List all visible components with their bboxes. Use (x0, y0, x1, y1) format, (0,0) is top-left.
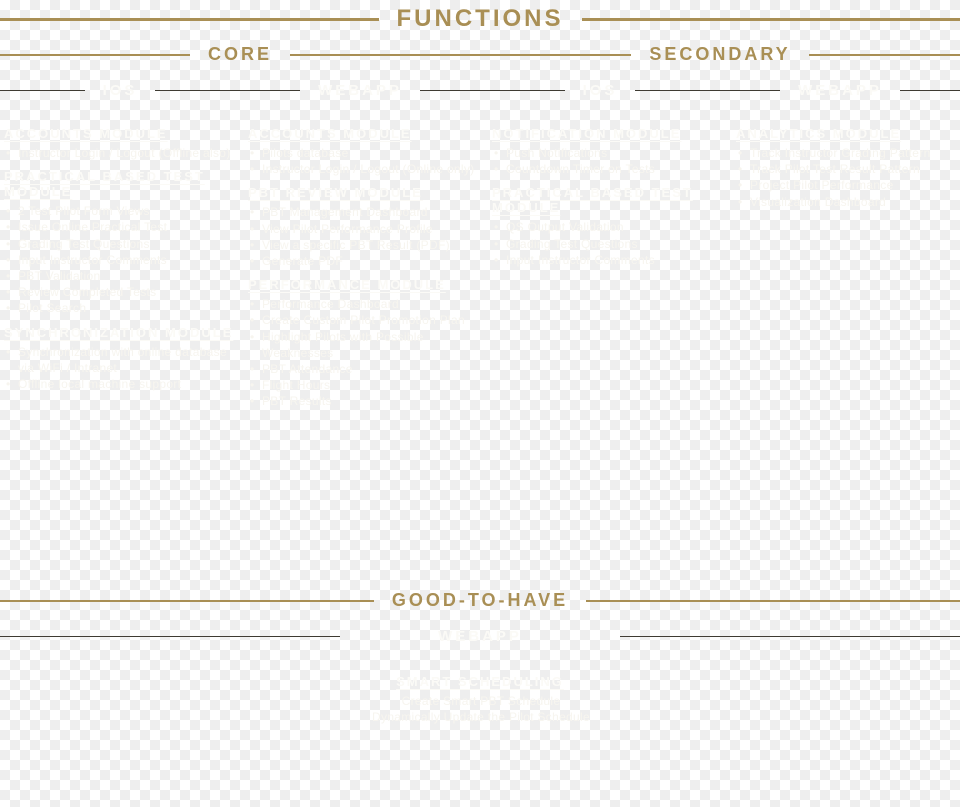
module-title: SYNCHRONIZATION MODULE (4, 325, 234, 340)
feature-item: Create Custom Pilot Promotion Plan (250, 312, 478, 328)
feature-item: Push Notifications (494, 145, 722, 161)
feature-item: View a specific PBT Result (PDF) (250, 237, 478, 253)
feature-item: Create Smart PBT Schedule (367, 693, 595, 709)
feature-list: QS Output ValidationGrading Test Questio… (492, 219, 722, 268)
rule (620, 636, 960, 637)
feature-list: Push NotificationsCountdown Timer on Tes… (492, 145, 722, 177)
feature-item: Generate PDF (250, 253, 478, 269)
rule (809, 54, 960, 56)
feature-item: Input Instructor Comments (6, 252, 234, 268)
module-title: ACCOUNTS MODULE (248, 126, 478, 141)
feature-item: Visualization Dashboard (738, 194, 960, 210)
feature-list: Track Instructor Grading PatternTrack Pi… (736, 145, 960, 210)
feature-item: PBT Attendance (250, 361, 478, 377)
feature-item: 2 Test Pilot Form Views (6, 203, 234, 219)
feature-item: Synchronization with online database via… (6, 344, 234, 376)
label-gth-platform: WEBAPP (420, 628, 540, 645)
rule (0, 54, 190, 56)
rule (480, 54, 631, 56)
feature-list: 2 Test Pilot Form ViewsIssue Online Prac… (4, 203, 234, 316)
header-good-to-have: GOOD-TO-HAVE (0, 590, 960, 611)
rule (586, 600, 960, 602)
feature-item: Track Instructor Grading Pattern (738, 145, 960, 161)
row-core-secondary: CORE SECONDARY (0, 44, 960, 65)
feature-list: Synchronization with online database via… (4, 344, 234, 393)
rule (0, 18, 379, 21)
rule (420, 90, 480, 91)
feature-item: Issue Online Practical Test (6, 219, 234, 235)
rule (155, 90, 240, 91)
feature-item: QS Output Validation (494, 219, 722, 235)
feature-item: Review Completed Tests (6, 284, 234, 300)
feature-item: Pilot Search (6, 300, 234, 316)
feature-item: PBT Management Dashboard (250, 204, 478, 220)
header-core-ios: IOS (0, 82, 240, 99)
header-sec-ios: IOS (480, 82, 720, 99)
header-core-web: WEBAPP (240, 82, 480, 99)
module-title: ACCOUNTS MODULE (4, 126, 234, 141)
rule (480, 90, 565, 91)
feature-item: Offline local machine support (6, 376, 234, 392)
module-title: ANALYTICS MODULE (736, 126, 960, 141)
feature-list: Pilots databaseInstructor Login / Logout… (248, 145, 478, 177)
header-functions: FUNCTIONS (0, 5, 960, 33)
module-title: PERFORMANCE MODULE (248, 277, 478, 292)
header-sec-web: WEBAPP (720, 82, 960, 99)
feature-item: Instructor Login / Logout (Offline also) (6, 145, 234, 161)
column-core-web: ACCOUNTS MODULE Pilots databaseInstructor… (248, 118, 478, 409)
feature-item: PBT Validation (6, 268, 234, 284)
rule (290, 54, 480, 56)
feature-list: Instructor Login / Logout (Offline also) (4, 145, 234, 161)
feature-item: Flight Hours (250, 377, 478, 393)
feature-item: Performance Dashboard (250, 296, 478, 312)
column-secondary-ios: NOTIFICATION MODULE Push NotificationsCou… (492, 118, 722, 268)
module-title: NOTIFICATION MODULE (492, 126, 722, 141)
rule (0, 90, 85, 91)
feature-item: Track Pilot Test Result Pattern (738, 161, 960, 177)
title-good-to-have: GOOD-TO-HAVE (374, 590, 586, 611)
rule (0, 636, 340, 637)
header-secondary: SECONDARY (480, 44, 960, 65)
feature-item: Countdown Timer on Tests (494, 161, 722, 177)
module-title: SMART SCHEDULING (365, 674, 595, 689)
feature-item: Input Instructor Comments (494, 252, 722, 268)
feature-list: PBT Management DashboardView Pilot Perfo… (248, 204, 478, 269)
row-platforms: IOS WEBAPP IOS WEBAPP (0, 82, 960, 99)
feature-item: Grading Test Questions (494, 236, 722, 252)
rule (635, 90, 720, 91)
feature-list: Performance DashboardCreate Custom Pilot… (248, 296, 478, 409)
feature-item: Highlight Pilots with Possible Weaknesse… (250, 329, 478, 361)
label-core-web: WEBAPP (300, 82, 420, 99)
module-title: PBT REVIEW MODULE (248, 185, 478, 200)
feature-list: Create Smart PBT ScheduleDynamically Upd… (365, 693, 595, 725)
feature-item: Project Pilot Performance (738, 177, 960, 193)
feature-item: PBT Results (250, 393, 478, 409)
rule (900, 90, 960, 91)
feature-item: Instructor Login / Logout (Online only) (250, 161, 478, 177)
feature-item: Pilots database (250, 145, 478, 161)
header-core: CORE (0, 44, 480, 65)
feature-item: Dynamically Update the Pilot Schedule (367, 709, 595, 725)
feature-item: View Pilot Performance Profile (250, 221, 478, 237)
label-sec-ios: IOS (565, 82, 636, 99)
header-gth-platform: WEBAPP (0, 628, 960, 645)
column-core-ios: ACCOUNTS MODULE Instructor Login / Logout… (4, 118, 234, 392)
module-title: PRACTICAL BASED TEST MODULE (4, 169, 234, 199)
title-core: CORE (190, 44, 290, 65)
feature-item: Grading Test Questions (6, 236, 234, 252)
rule (240, 90, 300, 91)
label-sec-web: WEBAPP (780, 82, 900, 99)
label-core-ios: IOS (85, 82, 156, 99)
rule (582, 18, 960, 21)
rule (720, 90, 780, 91)
rule (0, 600, 374, 602)
title-functions: FUNCTIONS (379, 5, 582, 33)
module-title: PRACTICAL BASED TEST MODULE (492, 185, 722, 215)
column-good-to-have: SMART SCHEDULING Create Smart PBT Schedul… (365, 666, 595, 725)
column-secondary-web: ANALYTICS MODULE Track Instructor Grading… (736, 118, 960, 210)
title-secondary: SECONDARY (631, 44, 808, 65)
